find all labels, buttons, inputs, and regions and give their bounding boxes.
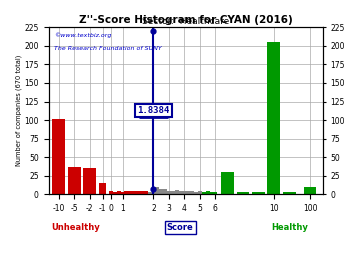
Bar bbox=[121, 192, 125, 194]
Bar bbox=[83, 168, 96, 194]
Bar bbox=[198, 191, 202, 194]
Text: 1.8384: 1.8384 bbox=[138, 106, 170, 115]
Bar bbox=[213, 192, 217, 194]
Bar bbox=[183, 191, 186, 194]
Bar bbox=[148, 192, 152, 194]
Bar bbox=[125, 191, 129, 194]
Bar bbox=[206, 191, 210, 194]
Bar bbox=[179, 191, 183, 194]
Y-axis label: Number of companies (670 total): Number of companies (670 total) bbox=[15, 55, 22, 167]
Bar bbox=[113, 192, 117, 194]
Bar bbox=[99, 183, 107, 194]
Bar bbox=[171, 191, 175, 194]
Bar bbox=[144, 191, 148, 194]
Bar bbox=[252, 192, 265, 194]
Bar bbox=[190, 191, 194, 194]
Text: Healthy: Healthy bbox=[271, 223, 309, 232]
Text: Score: Score bbox=[167, 223, 194, 232]
Bar bbox=[163, 189, 167, 194]
Bar bbox=[202, 192, 206, 194]
Bar bbox=[221, 172, 234, 194]
Bar bbox=[303, 187, 316, 194]
Title: Z''-Score Histogram for CYAN (2016): Z''-Score Histogram for CYAN (2016) bbox=[79, 15, 293, 25]
Bar bbox=[68, 167, 81, 194]
Bar bbox=[156, 187, 159, 194]
Bar bbox=[132, 191, 136, 194]
Bar bbox=[52, 119, 65, 194]
Bar bbox=[109, 191, 113, 194]
Text: Sector:  Healthcare: Sector: Healthcare bbox=[142, 17, 229, 26]
Bar bbox=[210, 192, 213, 194]
Bar bbox=[267, 42, 280, 194]
Bar bbox=[136, 191, 140, 194]
Bar bbox=[159, 188, 163, 194]
Bar bbox=[140, 191, 144, 194]
Bar bbox=[129, 191, 132, 194]
Bar bbox=[152, 190, 156, 194]
Bar bbox=[194, 192, 198, 194]
Text: Unhealthy: Unhealthy bbox=[51, 223, 100, 232]
Bar bbox=[283, 192, 296, 194]
Bar bbox=[186, 191, 190, 194]
Text: ©www.textbiz.org: ©www.textbiz.org bbox=[54, 32, 111, 38]
Bar bbox=[175, 190, 179, 194]
Bar bbox=[117, 191, 121, 194]
Bar bbox=[167, 191, 171, 194]
Text: The Research Foundation of SUNY: The Research Foundation of SUNY bbox=[54, 46, 162, 50]
Bar bbox=[237, 192, 249, 194]
